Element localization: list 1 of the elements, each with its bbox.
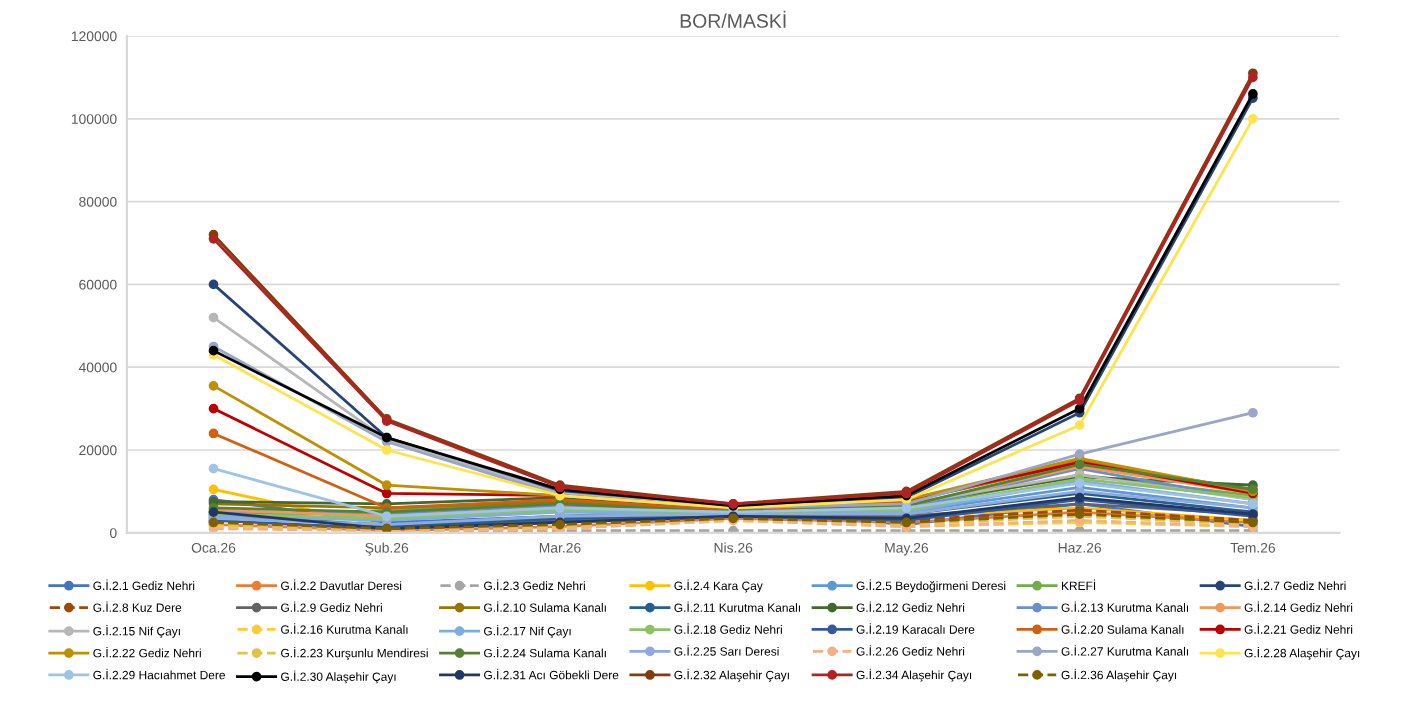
chart-title: BOR/MASKİ — [680, 10, 786, 28]
